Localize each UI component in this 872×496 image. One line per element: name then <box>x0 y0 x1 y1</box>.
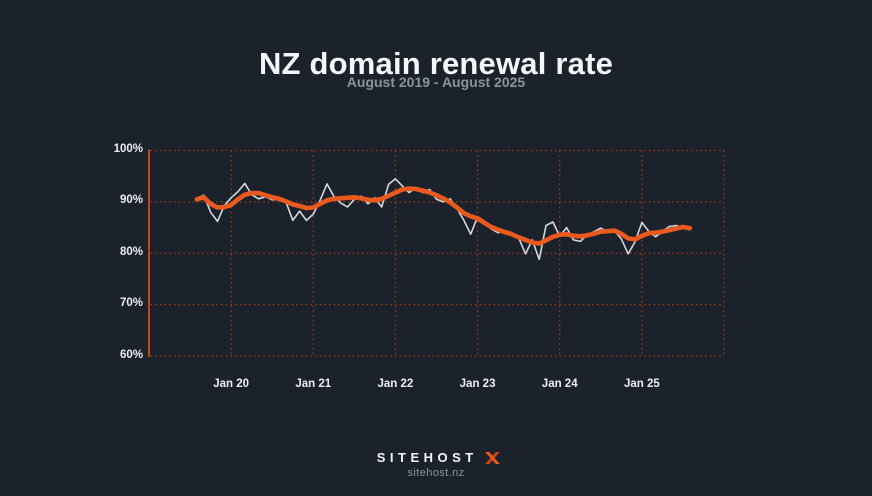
y-tick-label: 80% <box>119 245 143 258</box>
sitehost-logo: SITEHOST <box>0 450 872 465</box>
x-tick-label: Jan 24 <box>541 378 578 390</box>
x-tick-label: Jan 23 <box>459 378 496 390</box>
sitehost-x-icon <box>484 451 500 464</box>
y-tick-label: 70% <box>119 297 143 310</box>
chart-title: NZ domain renewal rate <box>258 45 614 81</box>
x-tick-label: Jan 20 <box>213 378 250 390</box>
sitehost-domain-text: sitehost.nz <box>407 467 465 479</box>
series-smoothed-line <box>194 186 693 246</box>
series-monthly-line <box>196 178 691 261</box>
y-tick-label: 60% <box>119 348 143 361</box>
x-tick-label: Jan 21 <box>295 378 332 390</box>
y-tick-label: 90% <box>119 194 143 207</box>
x-tick-label: Jan 25 <box>623 378 660 390</box>
y-tick-label: 100% <box>113 143 143 155</box>
chart-subtitle: August 2019 - August 2025 <box>346 73 526 90</box>
x-tick-label: Jan 22 <box>377 378 414 390</box>
sitehost-wordmark: SITEHOST <box>376 450 478 465</box>
